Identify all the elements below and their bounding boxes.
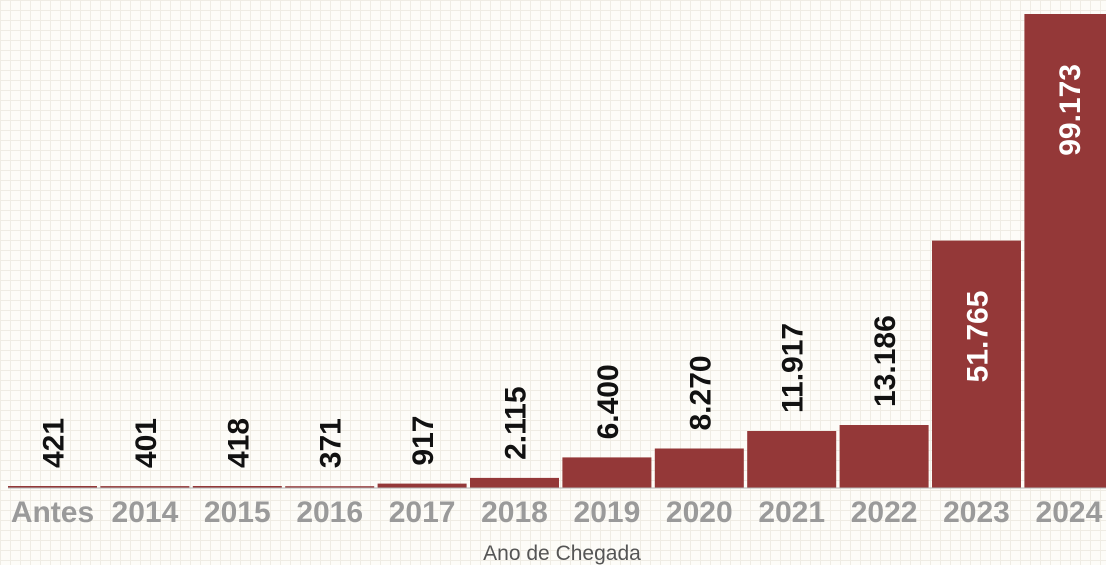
bar-2024 [1024, 14, 1106, 488]
x-tick-2023: 2023 [943, 496, 1010, 529]
x-tick-2016: 2016 [296, 496, 363, 529]
x-tick-2019: 2019 [574, 496, 641, 529]
value-label-2020: 8.270 [684, 355, 717, 430]
bar-antes [8, 486, 97, 488]
value-label-2023: 51.765 [962, 291, 995, 383]
bar-2019 [562, 457, 652, 488]
x-tick-2015: 2015 [204, 496, 271, 529]
x-tick-2024: 2024 [1036, 496, 1103, 529]
x-axis-label: Ano de Chegada [483, 542, 641, 565]
bar-2020 [654, 448, 744, 488]
x-tick-2021: 2021 [758, 496, 825, 529]
value-label-2018: 2.115 [500, 386, 533, 459]
bar-2021 [747, 431, 837, 488]
x-tick-2017: 2017 [389, 496, 456, 529]
x-tick-antes: Antes [11, 496, 94, 529]
value-label-2016: 371 [315, 418, 348, 468]
value-labels-group: 421 401 418 371 917 2.115 6.400 8.270 11.917 13.1… [38, 64, 1087, 468]
value-label-2022: 13.186 [869, 315, 902, 407]
x-tick-2022: 2022 [851, 496, 918, 529]
bar-2015 [192, 486, 282, 488]
bar-2022 [839, 425, 929, 488]
value-label-2019: 6.400 [592, 364, 625, 439]
x-tick-labels-group: Antes 2014 2015 2016 2017 2018 2019 2020 2021 202… [11, 496, 1103, 529]
value-label-2014: 401 [130, 418, 163, 468]
value-label-2015: 418 [222, 418, 255, 468]
bars-group [8, 14, 1106, 488]
bar-2018 [470, 477, 559, 488]
value-label-antes: 421 [38, 418, 71, 468]
bar-2014 [100, 486, 190, 488]
value-label-2024: 99.173 [1054, 64, 1087, 156]
value-label-2017: 917 [407, 416, 440, 466]
value-label-2021: 11.917 [777, 323, 810, 413]
bar-2023 [932, 240, 1021, 488]
x-tick-2014: 2014 [112, 496, 179, 529]
x-tick-2018: 2018 [481, 496, 548, 529]
bar-2017 [377, 483, 467, 488]
x-tick-2020: 2020 [666, 496, 733, 529]
bar-2016 [285, 486, 375, 488]
